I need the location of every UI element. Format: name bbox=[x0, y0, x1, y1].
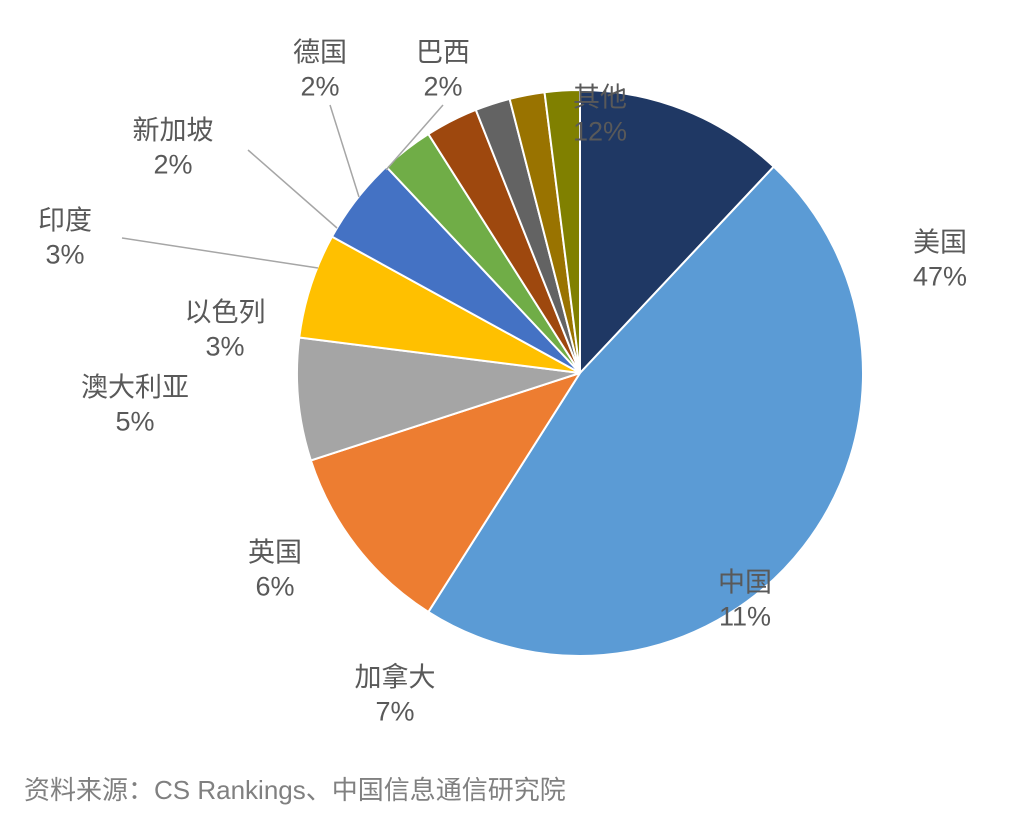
slice-name: 澳大利亚 bbox=[81, 371, 189, 405]
slice-percent: 47% bbox=[913, 260, 967, 294]
slice-label: 印度3% bbox=[38, 204, 92, 272]
slice-label: 美国47% bbox=[913, 226, 967, 294]
slice-label: 以色列3% bbox=[185, 296, 266, 364]
slice-percent: 6% bbox=[248, 570, 302, 604]
slice-percent: 3% bbox=[185, 330, 266, 364]
slice-name: 以色列 bbox=[185, 296, 266, 330]
slice-name: 印度 bbox=[38, 204, 92, 238]
slice-label: 其他12% bbox=[573, 81, 627, 149]
slice-percent: 12% bbox=[573, 115, 627, 149]
slice-percent: 2% bbox=[416, 70, 470, 104]
slice-percent: 2% bbox=[133, 148, 214, 182]
leader-line bbox=[330, 105, 359, 197]
slice-label: 德国2% bbox=[293, 36, 347, 104]
slice-name: 德国 bbox=[293, 36, 347, 70]
pie-chart-container: 其他12%美国47%中国11%加拿大7%英国6%澳大利亚5%以色列3%印度3%新… bbox=[0, 0, 1013, 827]
slice-name: 其他 bbox=[573, 81, 627, 115]
slice-label: 澳大利亚5% bbox=[81, 371, 189, 439]
slice-name: 英国 bbox=[248, 536, 302, 570]
slice-label: 新加坡2% bbox=[133, 114, 214, 182]
slice-percent: 5% bbox=[81, 405, 189, 439]
source-text: 资料来源：CS Rankings、中国信息通信研究院 bbox=[24, 770, 566, 807]
slice-percent: 2% bbox=[293, 70, 347, 104]
slice-name: 美国 bbox=[913, 226, 967, 260]
leader-line bbox=[122, 238, 318, 268]
slice-percent: 3% bbox=[38, 238, 92, 272]
slice-percent: 11% bbox=[718, 600, 772, 634]
slice-name: 中国 bbox=[718, 566, 772, 600]
slice-label: 中国11% bbox=[718, 566, 772, 634]
slice-label: 巴西2% bbox=[416, 36, 470, 104]
slice-name: 新加坡 bbox=[133, 114, 214, 148]
slice-label: 英国6% bbox=[248, 536, 302, 604]
slice-name: 加拿大 bbox=[355, 661, 436, 695]
slice-label: 加拿大7% bbox=[355, 661, 436, 729]
slice-name: 巴西 bbox=[416, 36, 470, 70]
slice-percent: 7% bbox=[355, 695, 436, 729]
leader-line bbox=[248, 150, 337, 228]
